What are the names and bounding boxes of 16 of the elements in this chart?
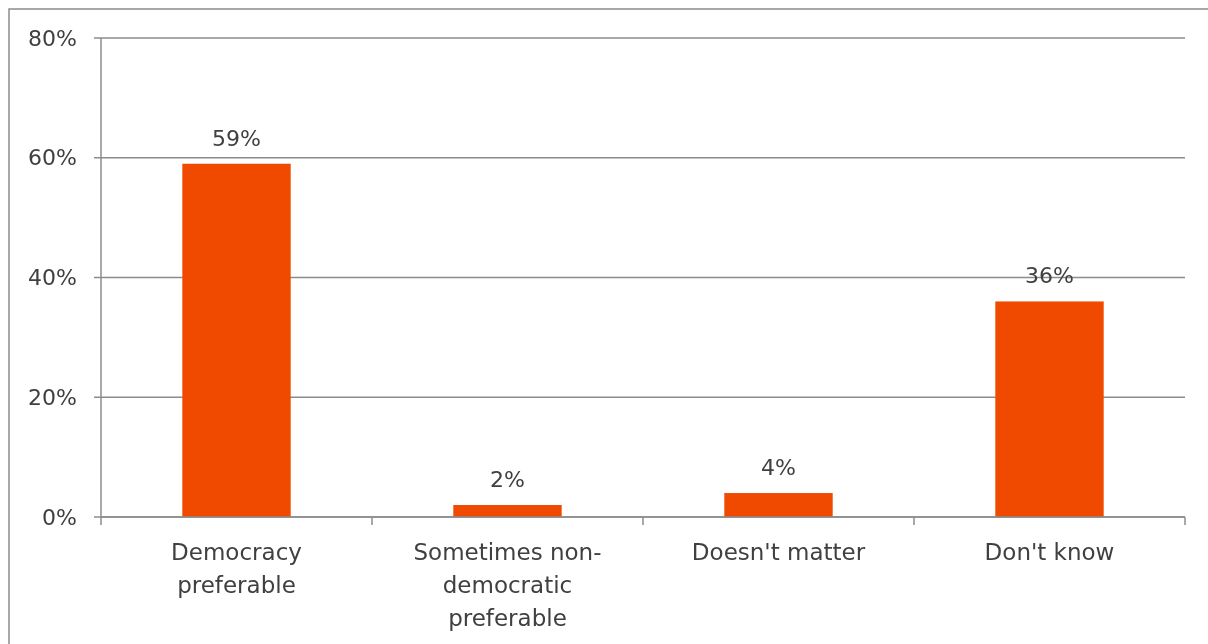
data-label: 59% [212, 125, 261, 151]
x-tick-label: Democracy preferable [171, 539, 302, 598]
data-label: 4% [761, 455, 796, 481]
x-tick-label: Doesn't matter [691, 539, 866, 565]
y-tick-label: 80% [28, 25, 77, 51]
x-tick-label: Don't know [984, 539, 1115, 565]
x-tick-label: Sometimes non-democratic preferable [413, 539, 602, 631]
bar [995, 301, 1104, 517]
y-tick-label: 20% [28, 384, 77, 410]
y-tick-label: 0% [42, 504, 77, 530]
bar [453, 505, 562, 517]
bar [724, 493, 833, 517]
y-tick-label: 40% [28, 265, 77, 291]
data-label: 2% [490, 467, 525, 493]
bar [182, 163, 291, 517]
y-tick-label: 60% [28, 145, 77, 171]
